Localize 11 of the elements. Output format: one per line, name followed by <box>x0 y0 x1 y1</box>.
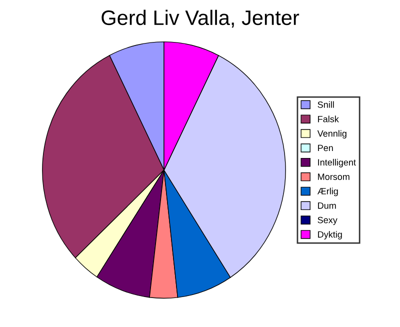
legend-label: Morsom <box>318 174 350 180</box>
legend-label: Sexy <box>318 216 338 226</box>
legend-label: Falsk <box>318 116 339 122</box>
legend-label: Ærlig <box>317 188 338 196</box>
legend-label: Vennlig <box>317 130 346 138</box>
legend-label: Snill <box>318 101 334 108</box>
legend-label: Dyktig <box>318 231 342 240</box>
legend-label: Dum <box>318 202 336 209</box>
legend-label: Intelligent <box>318 158 356 168</box>
chart-title: Gerd Liv Valla, Jenter <box>102 10 300 28</box>
legend-label: Pen <box>318 144 333 152</box>
